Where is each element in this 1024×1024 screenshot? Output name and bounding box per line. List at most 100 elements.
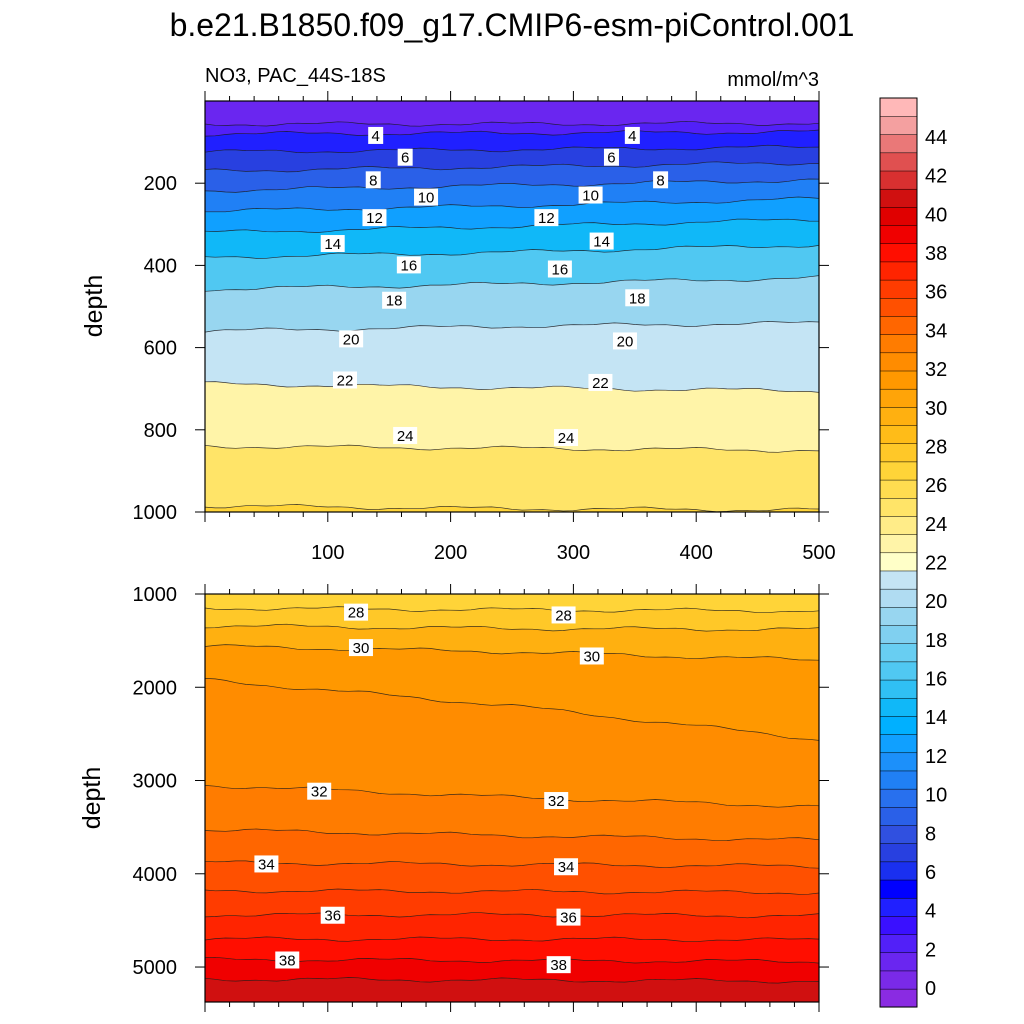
contour-label-box — [368, 126, 384, 144]
contour-label: 24 — [554, 429, 579, 447]
colorbar-swatch — [879, 552, 918, 572]
y-tick-label: 400 — [144, 255, 177, 277]
colorbar-swatch — [879, 606, 918, 626]
contour-label: 10 — [414, 188, 439, 207]
contour-label-box — [624, 126, 640, 144]
contour-band — [205, 678, 819, 808]
colorbar-swatch — [879, 788, 918, 808]
contour-label: 14 — [589, 232, 614, 251]
colorbar-swatch — [879, 479, 918, 499]
contour-band — [205, 785, 819, 841]
contour-label: 12 — [534, 209, 559, 227]
lower-contour-lines — [205, 606, 819, 984]
colorbar-swatch — [879, 861, 918, 881]
contour-band — [205, 829, 819, 869]
contour-label: 38 — [275, 951, 300, 970]
colorbar-swatch — [879, 934, 918, 954]
contour-label-box — [393, 426, 418, 444]
colorbar-swatch — [879, 715, 918, 735]
colorbar-swatch — [879, 806, 918, 826]
contour-line — [205, 275, 819, 292]
upper-y-axis-label: depth — [80, 275, 108, 338]
contour-band — [205, 381, 819, 453]
contour-label: 16 — [547, 260, 572, 279]
contour-line — [205, 644, 819, 661]
colorbar-swatch — [879, 334, 918, 354]
colorbar-swatch — [879, 97, 918, 117]
lower-y-axis-label: depth — [78, 767, 106, 830]
contour-label-text: 28 — [348, 605, 365, 622]
colorbar-swatch — [879, 243, 918, 263]
contour-label: 38 — [546, 956, 571, 974]
colorbar-swatch — [879, 388, 918, 408]
colorbar-swatch — [879, 352, 918, 372]
contour-band — [205, 219, 819, 259]
contour-label-text: 8 — [656, 172, 664, 189]
y-tick-label: 3000 — [133, 771, 178, 793]
contour-label-text: 32 — [311, 784, 328, 801]
contour-label: 16 — [396, 256, 421, 274]
contour-line — [205, 860, 819, 869]
colorbar-frame — [879, 97, 918, 1008]
colorbar-swatch — [879, 843, 918, 863]
contour-band — [205, 275, 819, 333]
contour-label-text: 30 — [583, 648, 600, 665]
contour-band — [205, 860, 819, 895]
contour-label-box — [612, 332, 637, 350]
y-tick-label: 5000 — [133, 957, 178, 979]
contour-label-box — [396, 256, 421, 274]
contour-label-text: 22 — [337, 372, 354, 389]
colorbar-label: 0 — [925, 978, 936, 1000]
contour-label-box — [588, 373, 613, 391]
contour-label-text: 16 — [552, 262, 569, 279]
contour-line — [205, 161, 819, 173]
contour-label-box — [544, 792, 569, 810]
x-tick-label: 300 — [557, 542, 590, 564]
contour-band — [205, 504, 819, 512]
contour-label-box — [556, 908, 581, 926]
colorbar-label: 38 — [925, 243, 947, 265]
contour-label: 32 — [307, 782, 332, 801]
contour-label: 18 — [382, 291, 407, 310]
colorbar-label: 32 — [925, 359, 947, 381]
contour-label-box — [254, 855, 279, 873]
colorbar-swatch — [879, 152, 918, 172]
contour-band — [205, 121, 819, 137]
contour-line — [205, 381, 819, 393]
colorbar-label: 18 — [925, 630, 947, 652]
colorbar-swatch — [879, 752, 918, 772]
colorbar-label: 8 — [925, 823, 936, 845]
colorbar-labels: 0246810121416182022242628303234363840424… — [925, 127, 947, 1000]
y-tick-label: 200 — [144, 173, 177, 195]
contour-line — [205, 245, 819, 259]
colorbar-swatch — [879, 970, 918, 990]
colorbar-label: 16 — [925, 669, 947, 691]
contour-line — [205, 936, 819, 943]
contour-label-text: 4 — [372, 128, 380, 145]
colorbar-label: 6 — [925, 862, 936, 884]
contour-line — [205, 888, 819, 895]
colorbar: 0246810121416182022242628303234363840424… — [879, 97, 947, 1008]
contour-label-box — [534, 209, 559, 227]
contour-label-text: 28 — [555, 607, 572, 624]
y-tick-label: 600 — [144, 338, 177, 360]
contour-line — [205, 144, 819, 154]
lower-plot-frame — [204, 593, 820, 1003]
contour-label-text: 14 — [593, 234, 610, 251]
colorbar-swatch — [879, 952, 918, 972]
colorbar-label: 4 — [925, 901, 936, 923]
contour-band — [205, 445, 819, 512]
contour-label-box — [339, 330, 364, 348]
contour-line — [205, 218, 819, 233]
colorbar-label: 36 — [925, 282, 947, 304]
contour-label: 20 — [612, 332, 637, 350]
contour-label-box — [275, 951, 300, 969]
contour-label-text: 10 — [418, 190, 435, 207]
contour-label: 32 — [544, 792, 569, 810]
y-tick-label: 2000 — [133, 677, 178, 699]
contour-label: 34 — [554, 858, 579, 876]
upper-plot-frame — [204, 100, 820, 513]
colorbar-label: 12 — [925, 746, 947, 768]
contour-label-box — [653, 171, 669, 189]
